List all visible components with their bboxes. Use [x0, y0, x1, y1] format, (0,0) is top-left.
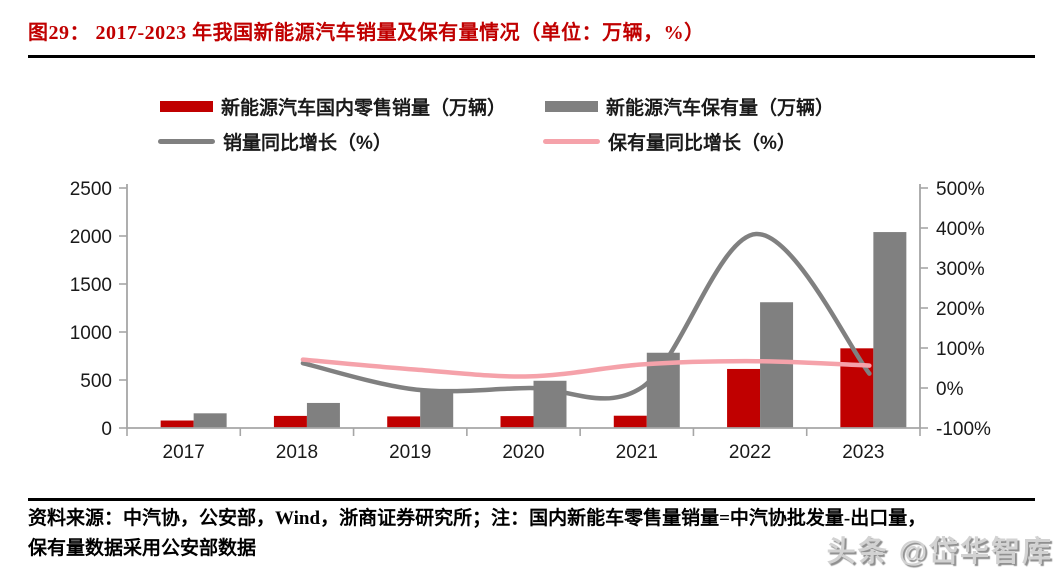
source-note-line2: 保有量数据采用公安部数据	[28, 538, 257, 559]
x-axis-label: 2023	[842, 442, 884, 463]
bar-holdings-2018	[306, 402, 340, 428]
legend-line-swatch-gray	[158, 138, 215, 144]
right-axis-label: 100%	[936, 339, 985, 360]
bar-retail-sales-2022	[727, 368, 761, 428]
right-axis-label: 500%	[936, 179, 985, 200]
x-axis-label: 2021	[616, 442, 658, 463]
sales-growth-line	[300, 231, 872, 401]
right-axis-label: 400%	[936, 219, 985, 240]
left-axis-label: 2500	[70, 179, 112, 200]
right-axis-label: 0%	[936, 379, 964, 400]
left-axis-label: 2000	[70, 227, 112, 248]
legend-item-holdings-growth: 保有量同比增长（%）	[543, 130, 796, 154]
x-axis-label: 2018	[276, 442, 318, 463]
legend-item-retail-sales: 新能源汽车国内零售销量（万辆）	[160, 95, 507, 119]
bar-holdings-2023	[873, 232, 907, 428]
bar-holdings-2022	[760, 302, 794, 428]
legend-bar-swatch-gray	[545, 100, 598, 112]
legend-item-sales-growth: 销量同比增长（%）	[158, 130, 392, 154]
legend-item-holdings: 新能源汽车保有量（万辆）	[545, 95, 835, 119]
bar-retail-sales-2023	[840, 348, 874, 428]
right-axis-label: 200%	[936, 299, 985, 320]
x-axis-label: 2022	[729, 442, 771, 463]
chart-area: 0 500 1000 1500 2000 2500 -100% 0% 100% 200% 300% 4…	[0, 165, 1061, 475]
footer-divider	[28, 498, 1035, 501]
left-axis-label: 0	[101, 419, 112, 440]
watermark: 头条 @岱华智库	[826, 536, 1053, 568]
source-note: 资料来源：中汽协，公安部，Wind，浙商证券研究所；注：国内新能车零售量销量=中…	[28, 504, 1028, 564]
left-axis-label: 1500	[70, 275, 112, 296]
page-title: 图29： 2017-2023 年我国新能源汽车销量及保有量情况（单位：万辆，%）	[28, 22, 705, 44]
bar-retail-sales-2018	[273, 415, 307, 428]
x-axis-label: 2020	[502, 442, 544, 463]
bar-holdings-2019	[420, 391, 454, 428]
bar-retail-sales-2017	[160, 420, 194, 428]
legend-label-holdings: 新能源汽车保有量（万辆）	[606, 97, 835, 119]
left-axis-label: 500	[80, 371, 112, 392]
left-axis-label: 1000	[70, 323, 112, 344]
holdings-growth-line	[300, 357, 872, 379]
chart-svg: 0 500 1000 1500 2000 2500 -100% 0% 100% 200% 300% 4…	[70, 179, 991, 463]
legend-bar-swatch-red	[160, 100, 213, 112]
bar-retail-sales-2019	[387, 416, 421, 428]
source-note-line1: 资料来源：中汽协，公安部，Wind，浙商证券研究所；注：国内新能车零售量销量=中…	[28, 508, 927, 529]
legend-label-holdings-growth: 保有量同比增长（%）	[608, 132, 796, 154]
legend-line-swatch-pink	[543, 138, 600, 144]
x-axis-label: 2019	[389, 442, 431, 463]
legend-label-retail-sales: 新能源汽车国内零售销量（万辆）	[221, 97, 507, 119]
right-axis-label: 300%	[936, 259, 985, 280]
bar-retail-sales-2020	[500, 416, 534, 428]
title-divider	[28, 55, 1035, 58]
x-axis-label: 2017	[163, 442, 205, 463]
bar-retail-sales-2021	[613, 415, 647, 428]
right-axis-label: -100%	[936, 419, 991, 440]
bar-holdings-2017	[193, 413, 227, 428]
legend-label-sales-growth: 销量同比增长（%）	[223, 132, 392, 154]
